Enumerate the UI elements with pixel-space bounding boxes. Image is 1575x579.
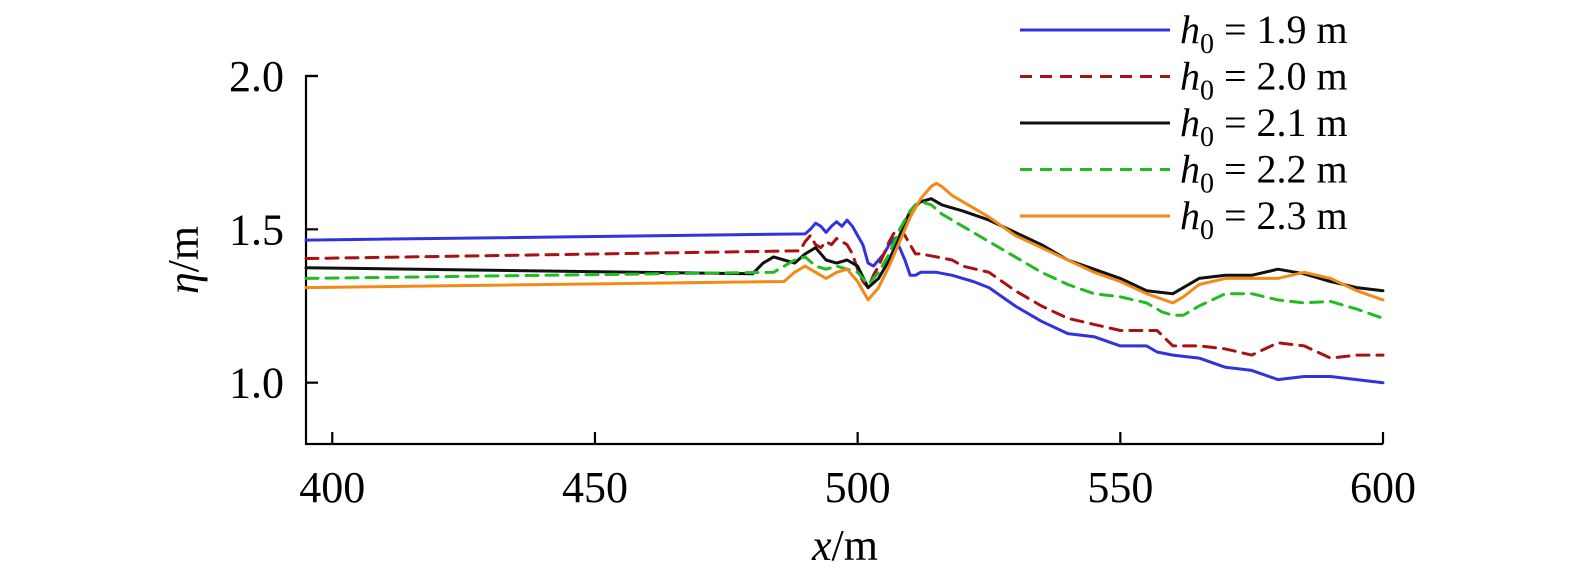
x-tick-label: 500 [825, 463, 891, 512]
legend-label: h0 = 1.9 m [1180, 7, 1348, 60]
legend-label: h0 = 2.1 m [1180, 100, 1348, 153]
legend-label: h0 = 2.3 m [1180, 193, 1348, 246]
x-tick-label: 450 [562, 463, 628, 512]
series-line-3 [304, 197, 1385, 296]
series-line-2 [304, 227, 1385, 360]
y-tick-label: 2.0 [229, 52, 284, 101]
x-axis-label: x/m [811, 521, 878, 570]
x-axis-ticks: 400 450 500 550 600 [299, 432, 1416, 512]
chart-legend: h0 = 1.9 mh0 = 2.0 mh0 = 2.1 mh0 = 2.2 m… [1020, 7, 1348, 246]
y-axis-label: η/m [159, 226, 208, 294]
x-tick-label: 400 [299, 463, 365, 512]
x-tick-label: 550 [1087, 463, 1153, 512]
legend-label: h0 = 2.0 m [1180, 54, 1348, 107]
series-line-5 [304, 181, 1385, 305]
series-lines [304, 181, 1385, 385]
y-axis-ticks: 1.0 1.5 2.0 [229, 52, 318, 408]
legend-label: h0 = 2.2 m [1180, 147, 1348, 200]
y-tick-label: 1.0 [229, 359, 284, 408]
x-tick-label: 600 [1350, 463, 1416, 512]
y-tick-label: 1.5 [229, 205, 284, 254]
series-line-1 [304, 218, 1385, 385]
series-line-4 [304, 200, 1385, 320]
